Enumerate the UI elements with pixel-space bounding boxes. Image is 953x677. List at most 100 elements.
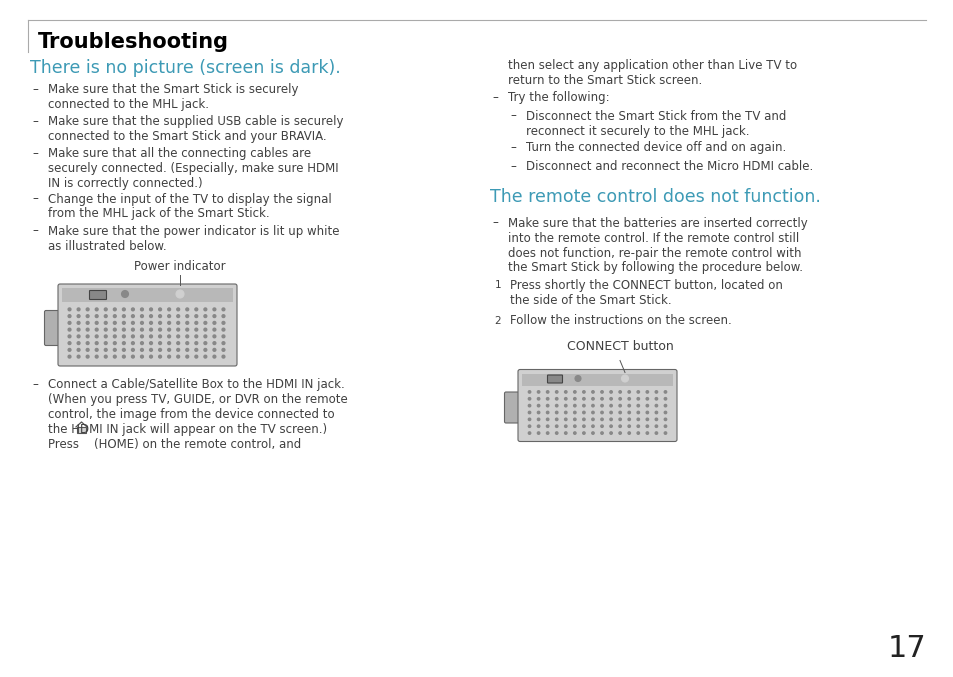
Circle shape	[555, 418, 558, 420]
Circle shape	[213, 322, 215, 324]
Circle shape	[194, 335, 197, 338]
Circle shape	[150, 355, 152, 358]
Text: Troubleshooting: Troubleshooting	[38, 32, 229, 52]
Circle shape	[591, 391, 594, 393]
Text: Make sure that the Smart Stick is securely
connected to the MHL jack.: Make sure that the Smart Stick is secure…	[48, 83, 298, 111]
Circle shape	[627, 432, 630, 434]
Circle shape	[186, 308, 189, 311]
Circle shape	[122, 308, 125, 311]
Text: then select any application other than Live TV to
return to the Smart Stick scre: then select any application other than L…	[507, 59, 797, 87]
Circle shape	[546, 425, 548, 427]
Circle shape	[77, 315, 80, 318]
FancyBboxPatch shape	[517, 370, 677, 441]
Circle shape	[528, 418, 530, 420]
Circle shape	[645, 397, 648, 400]
Circle shape	[122, 335, 125, 338]
Circle shape	[618, 404, 620, 407]
Circle shape	[168, 349, 171, 351]
Circle shape	[186, 342, 189, 345]
Circle shape	[95, 335, 98, 338]
Circle shape	[176, 335, 179, 338]
Circle shape	[663, 391, 666, 393]
Circle shape	[104, 315, 107, 318]
Circle shape	[213, 349, 215, 351]
Circle shape	[77, 328, 80, 331]
Circle shape	[176, 342, 179, 345]
Circle shape	[555, 432, 558, 434]
Text: Make sure that all the connecting cables are
securely connected. (Especially, ma: Make sure that all the connecting cables…	[48, 147, 338, 190]
Circle shape	[627, 404, 630, 407]
Circle shape	[176, 328, 179, 331]
Circle shape	[645, 404, 648, 407]
Circle shape	[564, 404, 566, 407]
Circle shape	[150, 328, 152, 331]
Text: Follow the instructions on the screen.: Follow the instructions on the screen.	[510, 315, 731, 328]
Circle shape	[537, 397, 539, 400]
Circle shape	[213, 342, 215, 345]
Circle shape	[537, 404, 539, 407]
Circle shape	[140, 315, 143, 318]
Circle shape	[564, 418, 566, 420]
Circle shape	[591, 404, 594, 407]
FancyBboxPatch shape	[45, 311, 64, 345]
Circle shape	[537, 425, 539, 427]
Circle shape	[582, 397, 584, 400]
Circle shape	[491, 314, 504, 327]
Text: –: –	[510, 110, 516, 123]
Circle shape	[104, 349, 107, 351]
Circle shape	[158, 342, 161, 345]
Circle shape	[68, 342, 71, 345]
Circle shape	[222, 355, 225, 358]
Circle shape	[158, 315, 161, 318]
Text: Press shortly the CONNECT button, located on
the side of the Smart Stick.: Press shortly the CONNECT button, locate…	[510, 280, 782, 307]
Circle shape	[140, 308, 143, 311]
Text: Turn the connected device off and on again.: Turn the connected device off and on aga…	[525, 141, 785, 154]
Circle shape	[104, 335, 107, 338]
Circle shape	[86, 315, 89, 318]
Circle shape	[645, 412, 648, 414]
Circle shape	[113, 349, 116, 351]
Text: –: –	[32, 83, 38, 96]
Circle shape	[537, 412, 539, 414]
Circle shape	[176, 349, 179, 351]
Circle shape	[132, 342, 134, 345]
Circle shape	[158, 322, 161, 324]
Text: –: –	[510, 160, 516, 173]
Circle shape	[655, 432, 657, 434]
Circle shape	[528, 425, 530, 427]
Circle shape	[663, 404, 666, 407]
Circle shape	[186, 322, 189, 324]
Circle shape	[204, 308, 207, 311]
Circle shape	[600, 391, 602, 393]
Circle shape	[158, 308, 161, 311]
Circle shape	[600, 404, 602, 407]
Circle shape	[186, 328, 189, 331]
Circle shape	[582, 404, 584, 407]
Circle shape	[122, 342, 125, 345]
Circle shape	[186, 315, 189, 318]
Text: –: –	[32, 115, 38, 128]
Circle shape	[637, 391, 639, 393]
Circle shape	[194, 342, 197, 345]
Circle shape	[132, 322, 134, 324]
Circle shape	[140, 322, 143, 324]
Circle shape	[573, 425, 576, 427]
Circle shape	[68, 335, 71, 338]
Bar	[77, 427, 86, 433]
Circle shape	[222, 342, 225, 345]
Circle shape	[186, 335, 189, 338]
Circle shape	[600, 425, 602, 427]
Circle shape	[663, 425, 666, 427]
Circle shape	[77, 342, 80, 345]
Circle shape	[222, 308, 225, 311]
Text: –: –	[492, 217, 497, 230]
Circle shape	[600, 397, 602, 400]
Circle shape	[637, 404, 639, 407]
Circle shape	[95, 308, 98, 311]
Circle shape	[176, 355, 179, 358]
Circle shape	[645, 425, 648, 427]
Circle shape	[222, 328, 225, 331]
Circle shape	[194, 328, 197, 331]
Circle shape	[591, 418, 594, 420]
Circle shape	[213, 328, 215, 331]
